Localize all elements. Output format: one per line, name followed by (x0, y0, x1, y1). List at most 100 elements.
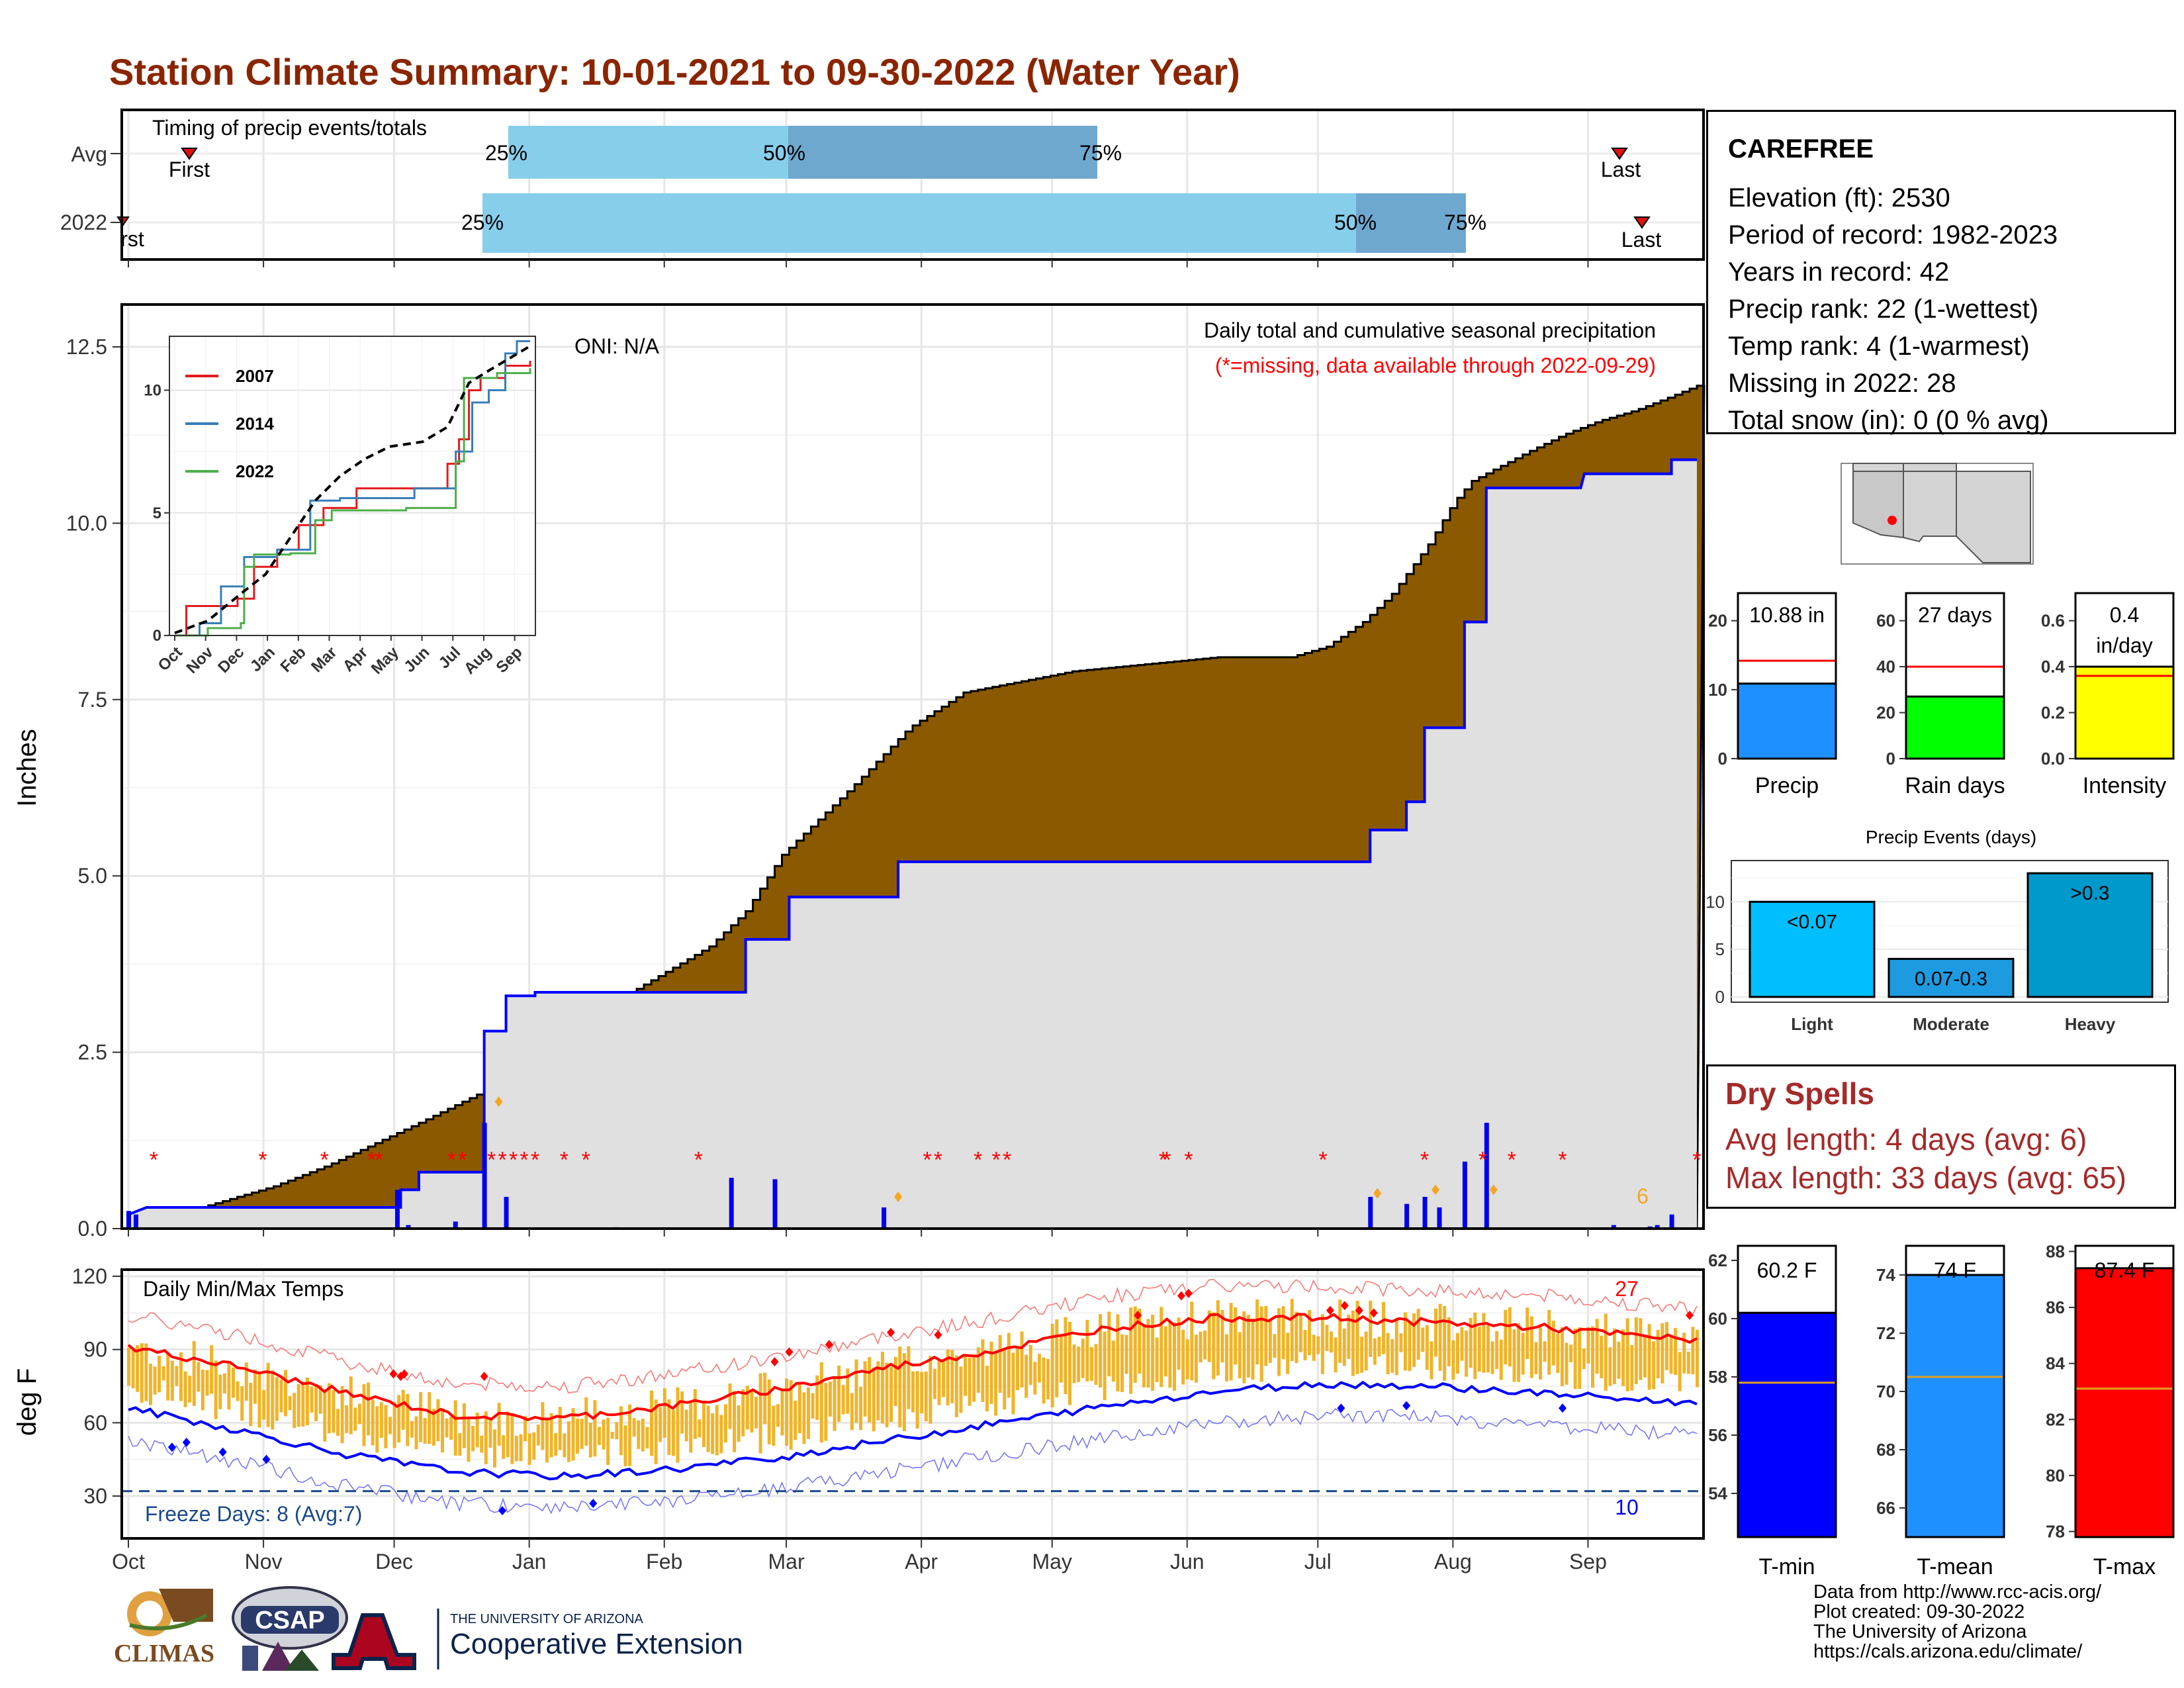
summary-bar-value-line1: 0.4 (2110, 603, 2139, 627)
snow-line: Total snow (in): 0 (0 % avg) (1728, 406, 2049, 435)
temp-range-bar (1046, 1358, 1050, 1400)
temp-range-bar (279, 1379, 283, 1413)
temp-range-bar (1177, 1317, 1181, 1370)
temp-range-bar (1173, 1322, 1176, 1391)
temp-range-bar (1298, 1315, 1302, 1352)
temp-summary-tick-label: 62 (1708, 1250, 1727, 1270)
temp-range-bar (1416, 1309, 1420, 1360)
summary-bar-charts: 10.88 in 0 10 20 Precip 27 days 0 20 40 60 Rain da… (1708, 592, 2175, 798)
summary-bar-value: 27 days (1918, 603, 1992, 627)
temp-range-bar (419, 1391, 423, 1442)
precip-panel: * * * ** * * * * * * * * * * * * * * * ** * * * * * * * ONI: N/A D… (13, 303, 1706, 1241)
temp-range-bar (797, 1383, 801, 1434)
temp-range-bar (650, 1390, 653, 1456)
precip-y-tick-label: 2.5 (78, 1041, 107, 1064)
freeze-days-label: Freeze Days: 8 (Avg:7) (145, 1502, 362, 1526)
temp-range-bar (1033, 1362, 1037, 1395)
daily-precip-bar (882, 1207, 887, 1229)
record-point (1432, 1184, 1439, 1196)
temp-summary-tick-label: 84 (2046, 1354, 2065, 1374)
dry-spells-max: Max length: 33 days (avg: 65) (1725, 1160, 2126, 1195)
daily-precip-bar (1484, 1123, 1489, 1229)
temp-range-bar (911, 1371, 915, 1413)
temp-summary-bar-fill (1905, 1274, 2005, 1538)
footer-line-4: https://cals.arizona.edu/climate/ (1813, 1641, 2083, 1662)
temp-range-bar (314, 1385, 318, 1421)
temp-range-bar (824, 1383, 828, 1441)
temp-range-bar (1160, 1307, 1163, 1387)
missing-star: * (509, 1147, 518, 1172)
temp-range-bar (711, 1413, 715, 1454)
temp-range-bar (1499, 1339, 1503, 1380)
temp-range-bar (1268, 1319, 1272, 1363)
inset-legend-label: 2022 (236, 461, 274, 481)
temp-range-bar (201, 1369, 205, 1411)
temp-range-bar (1028, 1344, 1032, 1385)
temp-range-bar (1586, 1327, 1590, 1364)
temp-range-bar (175, 1366, 179, 1386)
temp-summary-label: T-mean (1917, 1554, 1993, 1579)
temp-range-bar (964, 1354, 967, 1396)
temp-range-bar (950, 1350, 954, 1403)
temp-range-bar (789, 1380, 793, 1450)
temp-range-bar (794, 1401, 797, 1440)
missing-star: * (258, 1147, 267, 1172)
temp-range-bar (802, 1392, 806, 1444)
record-high-marker (1177, 1291, 1185, 1301)
dry-spells-avg: Avg length: 4 days (avg: 6) (1725, 1122, 2087, 1156)
temp-range-bar (527, 1433, 531, 1465)
avg-timing-bar-light (508, 126, 788, 179)
temp-range-bar (275, 1377, 279, 1421)
month-label: Sep (1569, 1550, 1607, 1573)
missing-star: * (458, 1147, 467, 1172)
missing-star: * (1159, 1147, 1167, 1172)
temp-summary-tick-label: 54 (1708, 1483, 1727, 1503)
precip-rank-line: Precip rank: 22 (1-wettest) (1728, 295, 2039, 324)
inset-legend-label: 2014 (236, 414, 274, 434)
missing-star: * (320, 1147, 329, 1172)
temp-range-bar (1138, 1309, 1142, 1374)
temp-range-bar (698, 1419, 702, 1438)
temp-range-bar (288, 1395, 292, 1411)
temp-range-bar (968, 1357, 972, 1406)
temp-range-bar (863, 1361, 867, 1417)
record-high-marker (400, 1369, 408, 1379)
missing-star: * (934, 1147, 942, 1172)
missing-star: * (1558, 1147, 1567, 1172)
inset-legend-label: 2007 (236, 366, 274, 386)
temp-range-bar (598, 1427, 601, 1445)
temp-range-bar (1055, 1319, 1059, 1397)
temp-range-bar (1608, 1347, 1612, 1386)
record-low-marker (1402, 1401, 1411, 1411)
temp-range-bar (1007, 1333, 1011, 1398)
missing-star: * (520, 1147, 528, 1172)
daily-precip-bar (1611, 1225, 1616, 1229)
summary-bar-frame (2074, 592, 2175, 760)
temp-range-bar (1621, 1329, 1625, 1386)
month-label: Oct (112, 1550, 145, 1573)
record-high-marker (1340, 1301, 1349, 1311)
temp-range-bar (158, 1356, 161, 1393)
temp-range-bar (1216, 1300, 1220, 1376)
precip-y-tick-label: 10.0 (66, 511, 107, 535)
temp-range-bar (841, 1385, 845, 1415)
summary-bar-fill (1737, 682, 1837, 760)
temp-range-bar (942, 1359, 946, 1397)
missing-star: * (974, 1147, 982, 1172)
temp-range-bar (558, 1407, 562, 1450)
temp-range-bar (192, 1340, 196, 1406)
inset-line-2022 (175, 368, 531, 637)
temp-range-bar (850, 1393, 854, 1430)
temp-range-bar (1203, 1331, 1207, 1360)
temp-range-bar (1438, 1303, 1442, 1371)
temp-range-bar (750, 1390, 754, 1433)
daily-precip-bars (126, 1123, 1674, 1229)
temp-y-tick-label: 30 (83, 1484, 107, 1508)
record-high-marker (389, 1369, 398, 1379)
temp-range-bar (1229, 1303, 1233, 1381)
temp-range-bar (1539, 1326, 1542, 1380)
missing-star: * (1479, 1147, 1487, 1172)
temp-range-bar (1412, 1313, 1416, 1368)
temp-range-bar (410, 1421, 414, 1438)
